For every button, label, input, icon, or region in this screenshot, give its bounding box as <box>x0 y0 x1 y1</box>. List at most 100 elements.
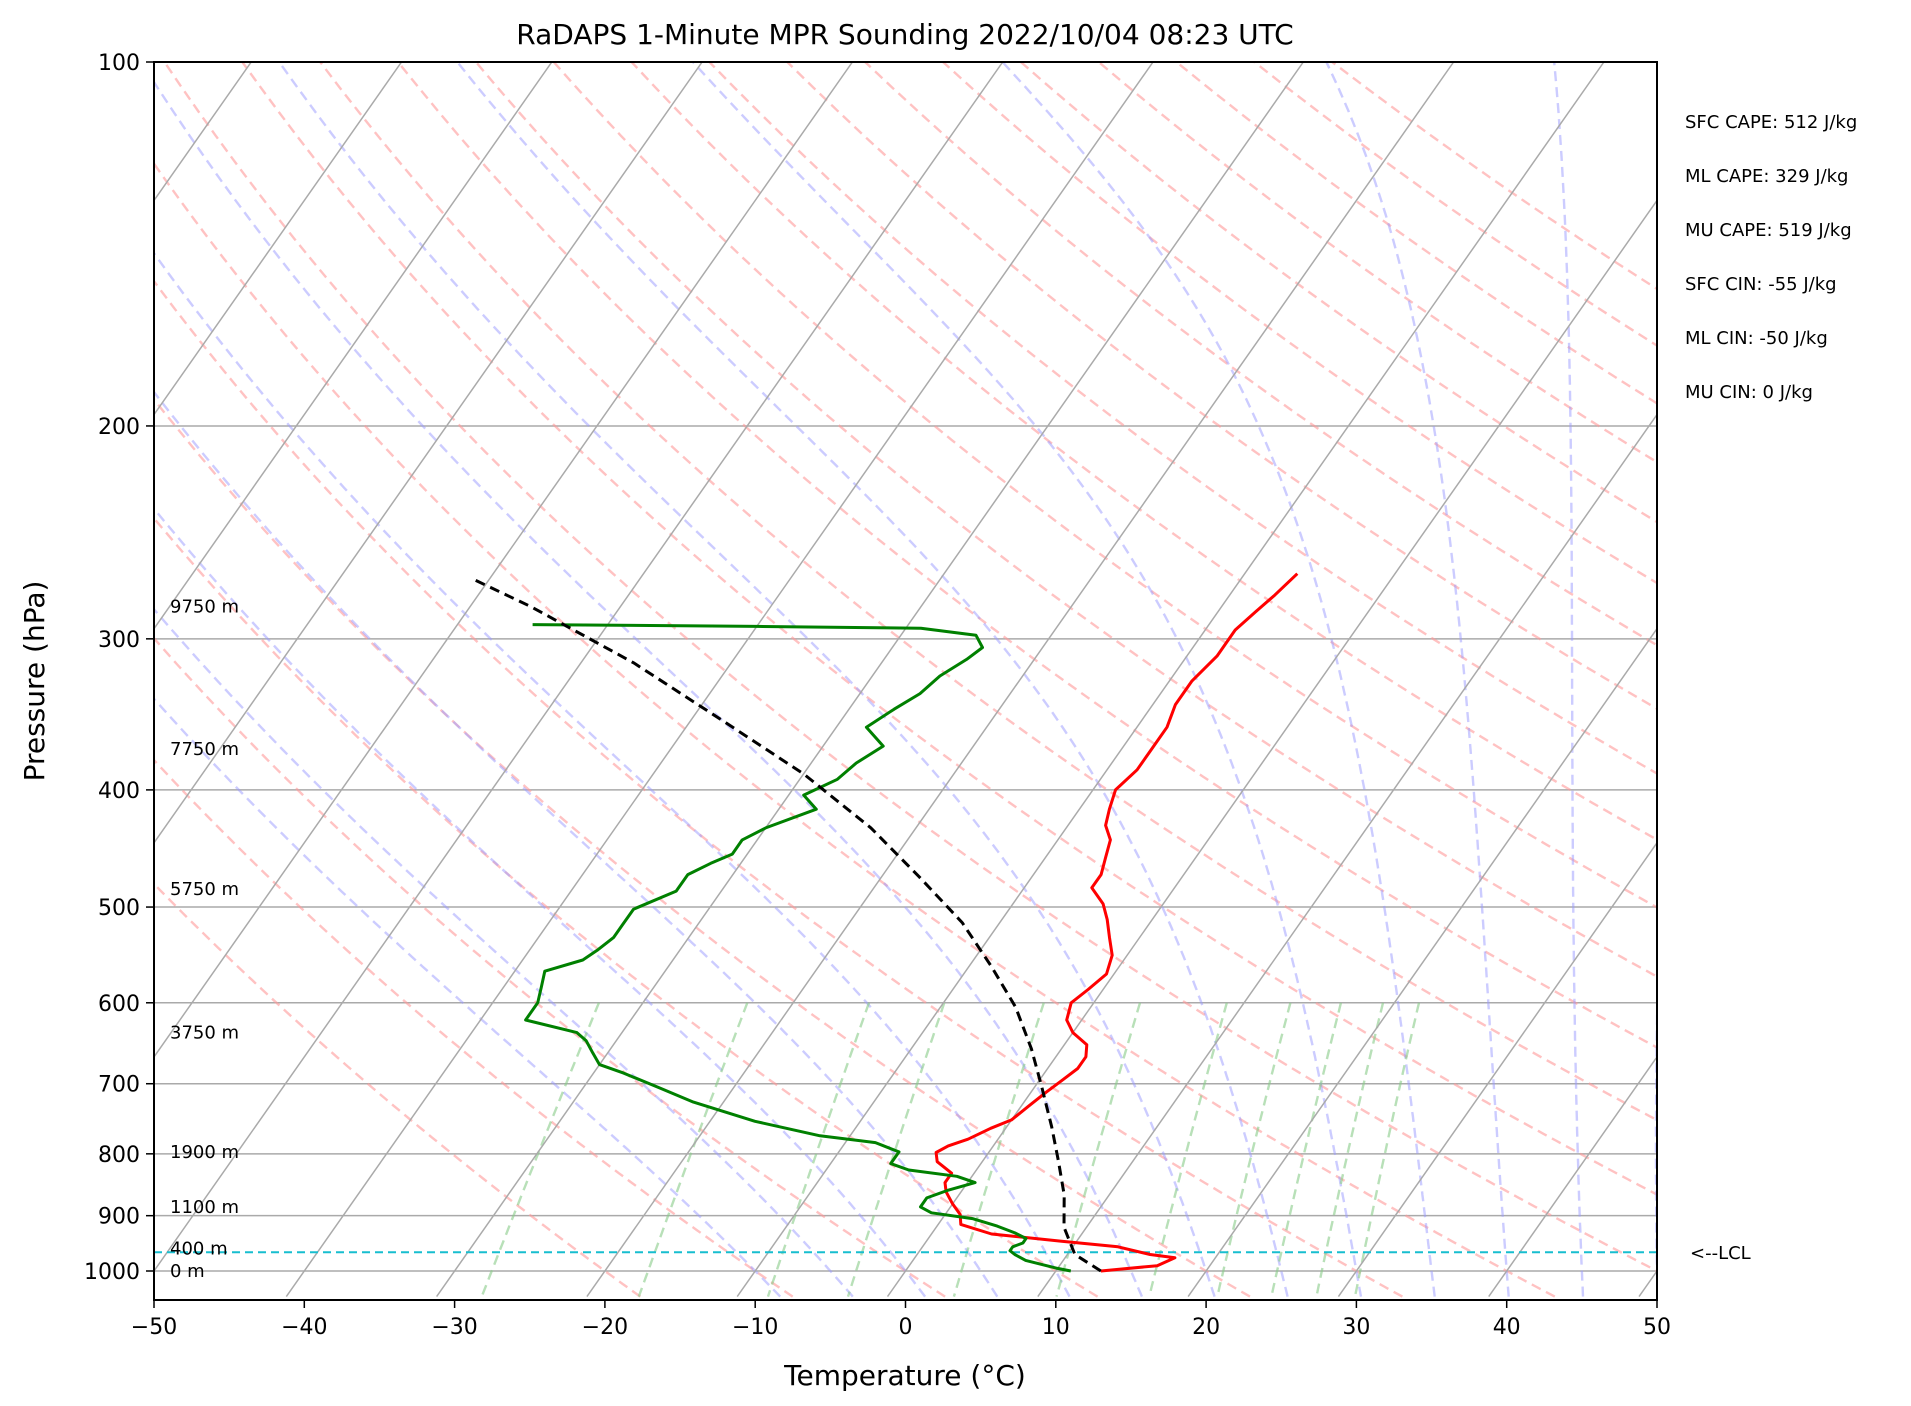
x-tick-label: 20 <box>1192 1315 1220 1340</box>
height-label: 3750 m <box>170 1023 239 1044</box>
isotherm-line <box>154 62 1004 1273</box>
moist-adiabat-line <box>154 506 927 1298</box>
dry-adiabat-line <box>154 882 641 1298</box>
lcl-label: <--LCL <box>1690 1243 1751 1264</box>
isotherm-line <box>736 62 1605 1298</box>
height-label: 5750 m <box>170 879 239 900</box>
dry-adiabat-line <box>154 758 794 1298</box>
y-tick-label: 500 <box>98 896 140 921</box>
stat-sfc-cin: SFC CIN: -55 J/kg <box>1685 274 1837 295</box>
isotherm-line <box>285 62 1154 1298</box>
stat-mu-cape: MU CAPE: 519 J/kg <box>1685 220 1852 241</box>
isotherm-line <box>154 62 854 1059</box>
x-tick-label: −50 <box>131 1315 177 1340</box>
x-tick-label: −10 <box>732 1315 778 1340</box>
temperature-trace <box>934 572 1299 1273</box>
dry-adiabat-line <box>154 161 1556 1298</box>
sounding-traces <box>473 572 1299 1273</box>
stat-ml-cape: ML CAPE: 329 J/kg <box>1685 166 1848 187</box>
height-label: 9750 m <box>170 596 239 617</box>
moist-adiabat-line <box>154 697 782 1298</box>
moist-adiabat-line <box>1325 62 1510 1297</box>
mixing-ratio-line <box>637 1002 749 1298</box>
isotherm-line <box>586 62 1455 1298</box>
stat-sfc-cape: SFC CAPE: 512 J/kg <box>1685 112 1857 133</box>
x-tick-label: 50 <box>1643 1315 1671 1340</box>
x-tick-label: −30 <box>431 1315 477 1340</box>
y-tick-label: 400 <box>98 779 140 804</box>
mixing-ratio-line <box>952 1002 1045 1297</box>
y-tick-label: 1000 <box>84 1260 140 1285</box>
height-label: 400 m <box>170 1238 228 1259</box>
x-axis-ticks: −50 −40 −30 −20 −10 0 10 20 30 40 50 <box>131 1300 1671 1340</box>
isotherm-line <box>1488 1055 1657 1298</box>
mixing-ratio-line <box>1353 1002 1421 1297</box>
dry-adiabats <box>154 62 1657 1298</box>
mixing-ratio-line <box>1055 1002 1142 1297</box>
stats-panel: SFC CAPE: 512 J/kg ML CAPE: 329 J/kg MU … <box>1685 112 1857 403</box>
dry-adiabat-line <box>474 62 1657 979</box>
stat-mu-cin: MU CIN: 0 J/kg <box>1685 382 1813 403</box>
dry-adiabat-line <box>708 62 1657 775</box>
dry-adiabat-line <box>154 516 1099 1298</box>
y-tick-label: 700 <box>98 1073 140 1098</box>
moist-adiabat-line <box>278 62 1216 1297</box>
moist-adiabat-line <box>1553 62 1585 1297</box>
moist-adiabat-line <box>456 62 1289 1297</box>
y-axis-ticks: 100 200 300 400 500 600 700 800 900 1000 <box>84 51 154 1285</box>
x-tick-label: 40 <box>1493 1315 1521 1340</box>
isotherm-line <box>154 62 403 416</box>
isotherm-line <box>1187 627 1657 1298</box>
x-axis-label: Temperature (°C) <box>783 1359 1026 1392</box>
y-tick-label: 200 <box>98 415 140 440</box>
height-label: 0 m <box>170 1261 205 1282</box>
mixing-ratio-line <box>846 1002 946 1297</box>
y-tick-label: 900 <box>98 1205 140 1230</box>
dry-adiabat-line <box>397 62 1657 1049</box>
height-label: 1100 m <box>170 1197 239 1218</box>
chart-title: RaDAPS 1-Minute MPR Sounding 2022/10/04 … <box>516 18 1293 51</box>
dry-adiabat-line <box>864 62 1657 647</box>
x-tick-label: 0 <box>899 1315 913 1340</box>
moist-adiabat-line <box>692 62 1363 1297</box>
x-tick-label: −20 <box>582 1315 628 1340</box>
moist-adiabat-line <box>154 79 1144 1298</box>
y-tick-label: 300 <box>98 628 140 653</box>
x-tick-label: 10 <box>1042 1315 1070 1340</box>
moist-adiabat-line <box>1001 62 1436 1297</box>
height-label: 7750 m <box>170 739 239 760</box>
dry-adiabat-line <box>154 397 1251 1298</box>
y-tick-label: 600 <box>98 992 140 1017</box>
isotherm-line <box>1337 841 1657 1298</box>
dry-adiabat-line <box>786 62 1657 711</box>
y-tick-label: 100 <box>98 51 140 76</box>
x-tick-label: 30 <box>1342 1315 1370 1340</box>
dry-adiabat-line <box>154 279 1403 1298</box>
mixing-ratio-lines <box>480 1002 1421 1298</box>
dry-adiabat-line <box>163 62 1657 1273</box>
y-axis-label: Pressure (hPa) <box>18 581 51 782</box>
y-tick-label: 800 <box>98 1143 140 1168</box>
moist-adiabat-line <box>154 390 999 1298</box>
mixing-ratio-line <box>766 1002 871 1297</box>
parcel-trace <box>473 578 1102 1273</box>
dry-adiabat-line <box>241 62 1657 1196</box>
isotherm-line <box>436 62 1304 1298</box>
stat-ml-cin: ML CIN: -50 J/kg <box>1685 328 1828 349</box>
isotherm-gridlines <box>154 62 1657 1298</box>
mixing-ratio-line <box>1270 1002 1343 1297</box>
mixing-ratio-line <box>480 1002 601 1298</box>
height-label: 1900 m <box>170 1142 239 1163</box>
moist-adiabat-line <box>154 251 1071 1298</box>
dewpoint-trace <box>524 623 1072 1273</box>
mixing-ratio-line <box>1315 1002 1385 1297</box>
isotherm-line <box>154 62 703 845</box>
x-tick-label: −40 <box>281 1315 327 1340</box>
mixing-ratio-line <box>1216 1002 1292 1297</box>
isotherm-line <box>154 62 553 630</box>
isotherm-line <box>886 199 1657 1298</box>
isotherm-line <box>1037 413 1657 1298</box>
